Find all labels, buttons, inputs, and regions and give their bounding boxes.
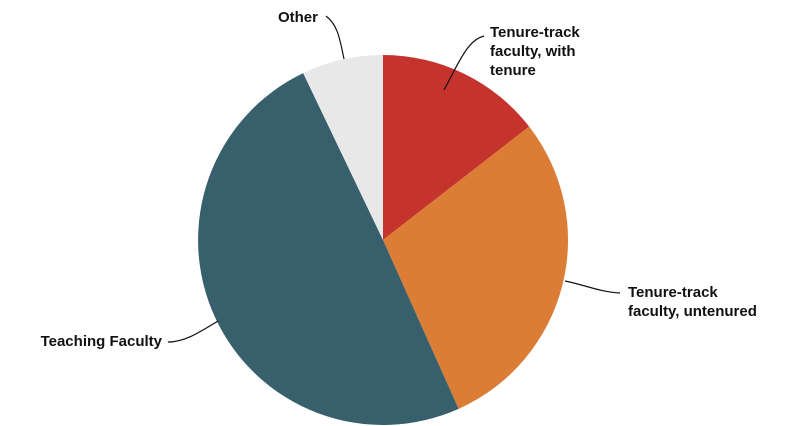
- labels-layer: Tenure-track faculty, with tenureTenure-tr…: [41, 9, 757, 350]
- pie-slice-other: [303, 55, 383, 240]
- slice-label-tenure-track-faculty-untenured: Tenure-track faculty, untenured: [628, 284, 757, 320]
- slice-label-line: Tenure-track: [628, 284, 718, 301]
- slice-label-tenure-track-faculty-with-tenure: Tenure-track faculty, with tenure: [490, 24, 580, 79]
- slice-label-other: Other: [278, 9, 318, 26]
- slice-label-line: faculty, with: [490, 43, 576, 60]
- leader-line-tenure-track-faculty-with-tenure: [443, 35, 485, 91]
- slice-label-line: Tenure-track: [490, 24, 580, 41]
- leaders-layer: [167, 15, 621, 343]
- slices-layer: [198, 55, 569, 425]
- slice-label-line: Teaching Faculty: [41, 333, 163, 350]
- leader-line-tenure-track-faculty-untenured: [564, 280, 621, 294]
- slice-label-line: faculty, untenured: [628, 303, 757, 320]
- leader-line-teaching-faculty: [167, 320, 219, 343]
- slice-label-teaching-faculty: Teaching Faculty: [41, 333, 163, 350]
- slice-label-line: tenure: [490, 62, 536, 79]
- leader-line-other: [325, 15, 345, 60]
- slice-label-line: Other: [278, 9, 318, 26]
- pie-slice-teaching-faculty: [198, 73, 459, 425]
- pie-slice-tenure-track-faculty-with-tenure: [383, 55, 530, 240]
- pie-slice-tenure-track-faculty-untenured: [383, 126, 569, 409]
